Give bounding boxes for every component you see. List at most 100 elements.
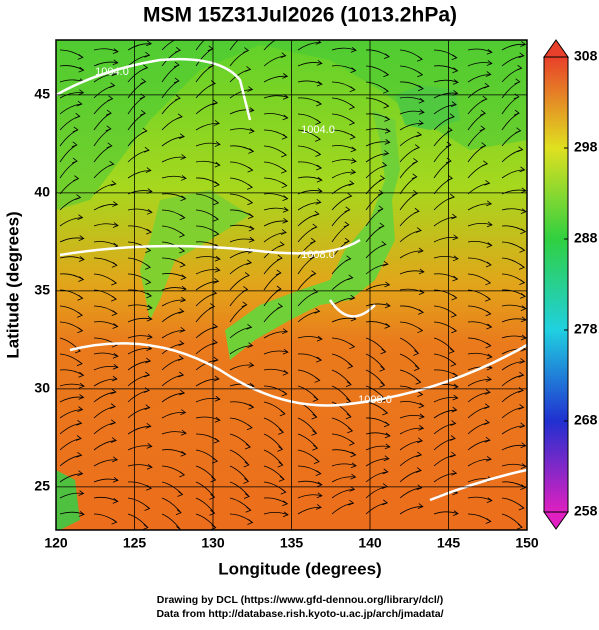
y-tick-label: 40: [34, 184, 50, 200]
stream-arrow: [486, 221, 493, 228]
stream-arrow: [75, 435, 82, 441]
stream-arrow: [316, 481, 323, 488]
stream-arrow: [145, 423, 152, 429]
stream-arrow: [243, 272, 250, 278]
stream-arrow: [484, 436, 491, 443]
streamline: [399, 96, 424, 102]
streamline: [501, 463, 527, 467]
stream-arrow: [212, 356, 219, 363]
stream-arrow: [77, 406, 84, 412]
streamline: [161, 287, 187, 291]
stream-arrow: [485, 518, 492, 524]
stream-arrow: [310, 237, 316, 244]
stream-arrow: [417, 437, 423, 444]
streamline: [501, 208, 527, 213]
streamline: [93, 73, 117, 83]
streamline: [93, 459, 118, 467]
stream-arrow: [347, 363, 354, 369]
stream-arrow: [248, 403, 255, 410]
stream-arrow: [282, 348, 289, 355]
stream-arrow: [349, 294, 356, 301]
streamline: [399, 288, 425, 294]
streamline: [195, 280, 219, 291]
stream-arrow: [315, 470, 322, 477]
stream-arrow: [110, 180, 117, 187]
streamline: [93, 496, 118, 502]
stream-arrow: [349, 103, 355, 110]
stream-arrow: [214, 161, 221, 168]
stream-arrow: [213, 120, 220, 126]
stream-arrow: [212, 457, 219, 464]
stream-arrow: [452, 275, 459, 282]
streamline: [93, 223, 119, 227]
stream-arrow: [520, 463, 527, 469]
stream-arrow: [309, 253, 316, 260]
stream-arrow: [350, 451, 357, 458]
streamline: [127, 360, 151, 371]
stream-arrow: [383, 421, 390, 428]
stream-arrow: [214, 416, 221, 423]
stream-arrow: [144, 371, 151, 378]
stream-arrow: [106, 142, 113, 149]
stream-arrow: [146, 208, 153, 215]
stream-arrow: [173, 61, 180, 68]
stream-arrow: [316, 60, 323, 66]
streamline: [263, 449, 283, 466]
colorbar-min-arrow: [543, 511, 569, 530]
streamline: [433, 92, 458, 99]
streamline: [467, 458, 492, 467]
stream-arrow: [180, 195, 187, 202]
stream-arrow: [213, 199, 220, 206]
stream-arrow: [451, 469, 458, 476]
streamline: [467, 439, 490, 451]
streamline: [331, 65, 356, 71]
contour-label: 1008.0: [358, 394, 392, 406]
stream-arrow: [277, 446, 284, 452]
stream-arrow: [140, 109, 147, 116]
streamline: [433, 397, 458, 403]
streamline: [195, 269, 220, 275]
stream-arrow: [316, 335, 323, 342]
stream-arrow: [312, 288, 319, 295]
stream-arrow: [248, 128, 255, 134]
stream-arrow: [520, 442, 527, 449]
streamline: [365, 141, 390, 147]
streamline: [331, 369, 352, 385]
streamline: [161, 175, 187, 179]
stream-arrow: [213, 278, 220, 284]
streamline: [161, 497, 182, 513]
stream-arrow: [180, 274, 187, 281]
stream-arrow: [282, 500, 289, 507]
stream-arrow: [345, 413, 352, 420]
stream-arrow: [519, 247, 526, 253]
streamline: [127, 317, 152, 323]
stream-arrow: [112, 323, 119, 329]
stream-arrow: [347, 427, 354, 434]
stream-arrow: [173, 77, 180, 84]
stream-arrow: [314, 377, 321, 383]
stream-arrow: [452, 394, 459, 401]
stream-arrow: [413, 350, 420, 356]
stream-arrow: [112, 201, 119, 207]
streamline: [229, 128, 255, 132]
stream-arrow: [144, 51, 151, 58]
stream-arrow: [174, 94, 181, 101]
streamline: [433, 216, 457, 227]
streamline: [467, 391, 491, 403]
streamline: [433, 256, 459, 260]
stream-arrow: [145, 167, 152, 173]
stream-arrow: [108, 160, 115, 167]
stream-arrow: [71, 141, 78, 148]
streamline: [399, 401, 424, 407]
stream-arrow: [282, 73, 289, 79]
streamline: [229, 449, 250, 466]
streamline: [433, 236, 458, 243]
stream-arrow: [316, 356, 323, 363]
stream-arrow: [316, 176, 323, 183]
y-tick-label: 25: [34, 478, 50, 494]
stream-arrow: [282, 217, 289, 224]
streamline: [467, 48, 493, 53]
stream-arrow: [248, 225, 255, 232]
stream-arrow: [146, 345, 153, 351]
